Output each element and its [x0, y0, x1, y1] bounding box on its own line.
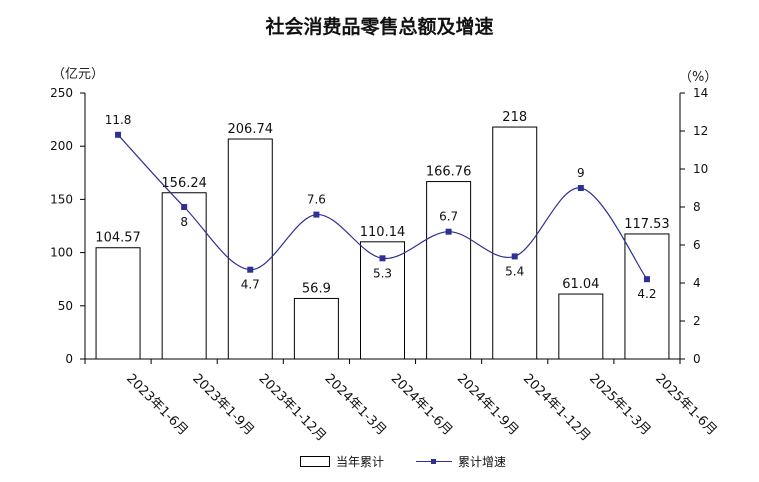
growth-point — [313, 211, 320, 218]
left-axis-tick-label: 0 — [65, 352, 73, 366]
growth-point — [379, 255, 386, 262]
left-axis-tick-label: 150 — [50, 192, 73, 206]
x-axis-category-label: 2023年1-12月 — [255, 371, 328, 444]
right-axis-tick-label: 4 — [693, 276, 701, 290]
growth-value-label: 8 — [180, 215, 188, 229]
x-axis-category-label: 2025年1-3月 — [586, 371, 653, 438]
bar-value-label: 110.14 — [360, 225, 406, 240]
growth-value-label: 4.7 — [241, 278, 260, 292]
x-axis-category-label: 2023年1-6月 — [123, 371, 190, 438]
bar — [492, 126, 538, 360]
right-axis-tick-label: 14 — [693, 86, 708, 100]
bar-value-label: 61.04 — [562, 277, 599, 292]
growth-point — [577, 185, 584, 191]
bar — [95, 247, 141, 360]
left-axis-unit: （亿元） — [52, 67, 105, 82]
growth-value-label: 9 — [577, 166, 585, 180]
bar-value-label: 218 — [502, 110, 527, 125]
left-axis-tick-label: 100 — [50, 246, 73, 260]
bar — [360, 241, 405, 360]
left-axis-tick-label: 200 — [50, 139, 73, 153]
right-axis-tick-label: 6 — [693, 238, 701, 252]
bar-value-label: 104.57 — [95, 231, 141, 246]
growth-value-label: 11.8 — [105, 113, 132, 127]
left-axis-tick-label: 250 — [50, 86, 73, 100]
legend: 当年累计 累计增速 — [300, 452, 506, 470]
growth-value-label: 4.2 — [637, 287, 656, 301]
x-axis-category-label: 2024年1-6月 — [388, 371, 455, 438]
growth-point — [511, 253, 518, 260]
bar-value-label: 166.76 — [426, 165, 472, 180]
growth-value-label: 5.4 — [505, 264, 524, 278]
growth-point — [181, 204, 188, 210]
legend-line-swatch — [416, 457, 453, 466]
right-axis-tick-label: 12 — [693, 124, 708, 138]
bar — [161, 192, 207, 360]
growth-point — [247, 266, 254, 273]
growth-point — [643, 276, 650, 283]
bar — [293, 297, 339, 360]
growth-value-label: 5.3 — [373, 266, 392, 280]
x-axis-category-label: 2024年1-9月 — [454, 371, 521, 438]
growth-value-label: 7.6 — [307, 193, 326, 207]
bar-value-label: 206.74 — [228, 122, 274, 137]
right-axis-tick-label: 0 — [693, 352, 701, 366]
legend-bar-swatch — [300, 455, 330, 467]
x-axis-category-label: 2024年1-3月 — [322, 371, 389, 438]
x-axis-category-label: 2025年1-6月 — [652, 371, 719, 438]
bar — [227, 138, 273, 360]
bar-value-label: 117.53 — [624, 217, 670, 232]
bar — [426, 181, 472, 360]
x-axis-category-label: 2023年1-9月 — [189, 371, 256, 438]
growth-value-label: 6.7 — [439, 210, 458, 224]
right-axis-tick-label: 2 — [693, 314, 701, 328]
growth-point — [445, 228, 452, 235]
legend-label-line: 累计增速 — [458, 454, 507, 469]
right-axis-tick-label: 8 — [693, 200, 701, 214]
bar-value-label: 156.24 — [161, 176, 207, 191]
bar-value-label: 56.9 — [302, 281, 331, 296]
x-axis-category-label: 2024年1-12月 — [520, 371, 593, 444]
left-axis-tick-label: 50 — [58, 299, 73, 313]
chart-title: 社会消费品零售总额及增速 — [265, 16, 494, 38]
legend-label-bars: 当年累计 — [336, 454, 385, 469]
right-axis-unit: （%） — [679, 70, 718, 85]
right-axis-tick-label: 10 — [693, 162, 708, 176]
bar — [558, 293, 604, 360]
growth-point — [115, 131, 122, 138]
